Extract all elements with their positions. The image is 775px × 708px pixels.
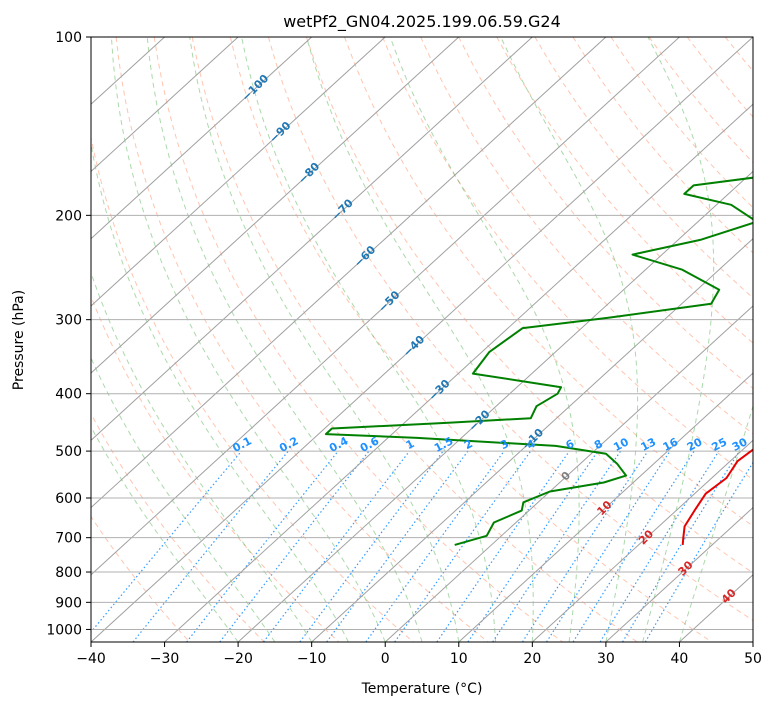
- plot-frame: [90, 36, 754, 643]
- isotherm-line: [458, 372, 753, 642]
- y-axis-label: Pressure (hPa): [11, 290, 27, 390]
- x-tick-label: 50: [744, 651, 762, 667]
- y-tick-label: 200: [55, 208, 82, 224]
- moist-adiabat-line: [306, 37, 534, 642]
- mixing-ratio-line: [467, 450, 599, 642]
- x-axis-ticks: −40 −30 −20 −10 0 10 20 30 40 50: [76, 642, 762, 667]
- mixing-ratio-label: 16: [661, 435, 681, 454]
- moist-adiabat-line: [678, 404, 753, 642]
- x-tick-label: 20: [523, 651, 541, 667]
- mixing-ratio-line: [492, 450, 622, 642]
- isotherm-line: [91, 37, 386, 307]
- isotherm-line: [91, 37, 607, 509]
- mixing-ratio-line: [599, 450, 720, 642]
- dry-adiabat-line: [344, 37, 753, 527]
- mixing-ratio-line: [299, 450, 444, 642]
- moist-adiabat-line: [91, 356, 276, 642]
- y-tick-label: 700: [55, 531, 82, 547]
- dry-adiabat-line: [153, 37, 563, 642]
- chart-title: wetPf2_GN04.2025.199.06.59.G24: [283, 12, 561, 32]
- dry-adiabat-line: [91, 412, 265, 642]
- dry-adiabat-line: [534, 37, 753, 299]
- y-tick-label: 300: [55, 313, 82, 329]
- x-tick-label: −20: [223, 651, 253, 667]
- mixing-ratio-line: [436, 450, 570, 642]
- dry-adiabat-line: [496, 37, 753, 344]
- mixing-ratio-line: [132, 450, 289, 642]
- pressure-grid: [91, 37, 753, 630]
- y-axis-ticks: 100 200 300 400 500 600 700 800 900 1000: [46, 30, 91, 638]
- isotherm-line: [311, 237, 753, 642]
- x-tick-label: −30: [150, 651, 180, 667]
- mixing-ratio-line: [365, 450, 505, 642]
- isotherm-line: [531, 439, 753, 642]
- moist-adiabat-line: [110, 37, 386, 642]
- dry-adiabat-line: [382, 37, 753, 481]
- isotherm-line: [237, 170, 753, 642]
- dry-adiabat-line: [763, 37, 775, 642]
- mixing-ratio-line: [91, 450, 242, 633]
- mixing-ratio-line: [572, 450, 695, 642]
- mixing-ratio-label: 20: [685, 435, 705, 454]
- y-tick-label: 1000: [46, 622, 82, 638]
- y-tick-label: 900: [55, 595, 82, 611]
- mixing-ratio-line: [263, 450, 410, 642]
- mixing-ratio-label: 13: [639, 435, 659, 454]
- moist-adiabat-line: [91, 425, 239, 642]
- mixing-ratio-line: [326, 450, 469, 642]
- x-tick-label: −40: [76, 651, 106, 667]
- dry-adiabat-line: [115, 37, 489, 642]
- mixing-ratio-line: [186, 450, 339, 642]
- x-tick-label: 30: [597, 651, 615, 667]
- moist-adiabat-line: [500, 37, 639, 642]
- mixing-ratio-label: 30: [730, 435, 750, 454]
- x-tick-label: 0: [381, 651, 390, 667]
- isotherm-line: [91, 37, 313, 240]
- mixing-ratio-line: [546, 450, 671, 642]
- y-tick-label: 400: [55, 387, 82, 403]
- isotherm-line: [605, 506, 753, 642]
- isotherm-line: [91, 37, 239, 173]
- isotherm-line: [164, 103, 753, 642]
- moist-adiabat-line: [189, 37, 460, 642]
- mixing-ratio-line: [521, 450, 649, 642]
- y-tick-label: 100: [55, 30, 82, 46]
- moist-adiabat-line: [146, 37, 423, 642]
- isotherm-line: [91, 37, 460, 374]
- x-tick-label: 10: [450, 651, 468, 667]
- moist-adiabat-line: [91, 271, 313, 642]
- dry-adiabat-line: [91, 135, 414, 642]
- y-tick-label: 600: [55, 491, 82, 507]
- dewpoint-line: [324, 176, 753, 546]
- dry-adiabat-line: [191, 37, 638, 642]
- isotherm-line: [384, 305, 753, 642]
- isotherm-line: [91, 37, 533, 442]
- y-tick-label: 800: [55, 565, 82, 581]
- y-tick-label: 500: [55, 444, 82, 460]
- x-axis-label: Temperature (°C): [361, 681, 483, 697]
- profile-series: [324, 176, 753, 546]
- x-tick-label: −10: [297, 651, 327, 667]
- isotherm-line: [752, 641, 753, 642]
- isotherm-line: [91, 37, 753, 642]
- x-tick-label: 40: [671, 651, 689, 667]
- mixing-ratio-label: 10: [611, 435, 631, 454]
- temperature-line: [681, 448, 753, 545]
- mixing-ratio-label: 25: [709, 435, 729, 454]
- mixing-ratio-line: [622, 450, 740, 642]
- isotherm-line: [91, 37, 680, 576]
- moist-adiabat-line: [91, 141, 349, 642]
